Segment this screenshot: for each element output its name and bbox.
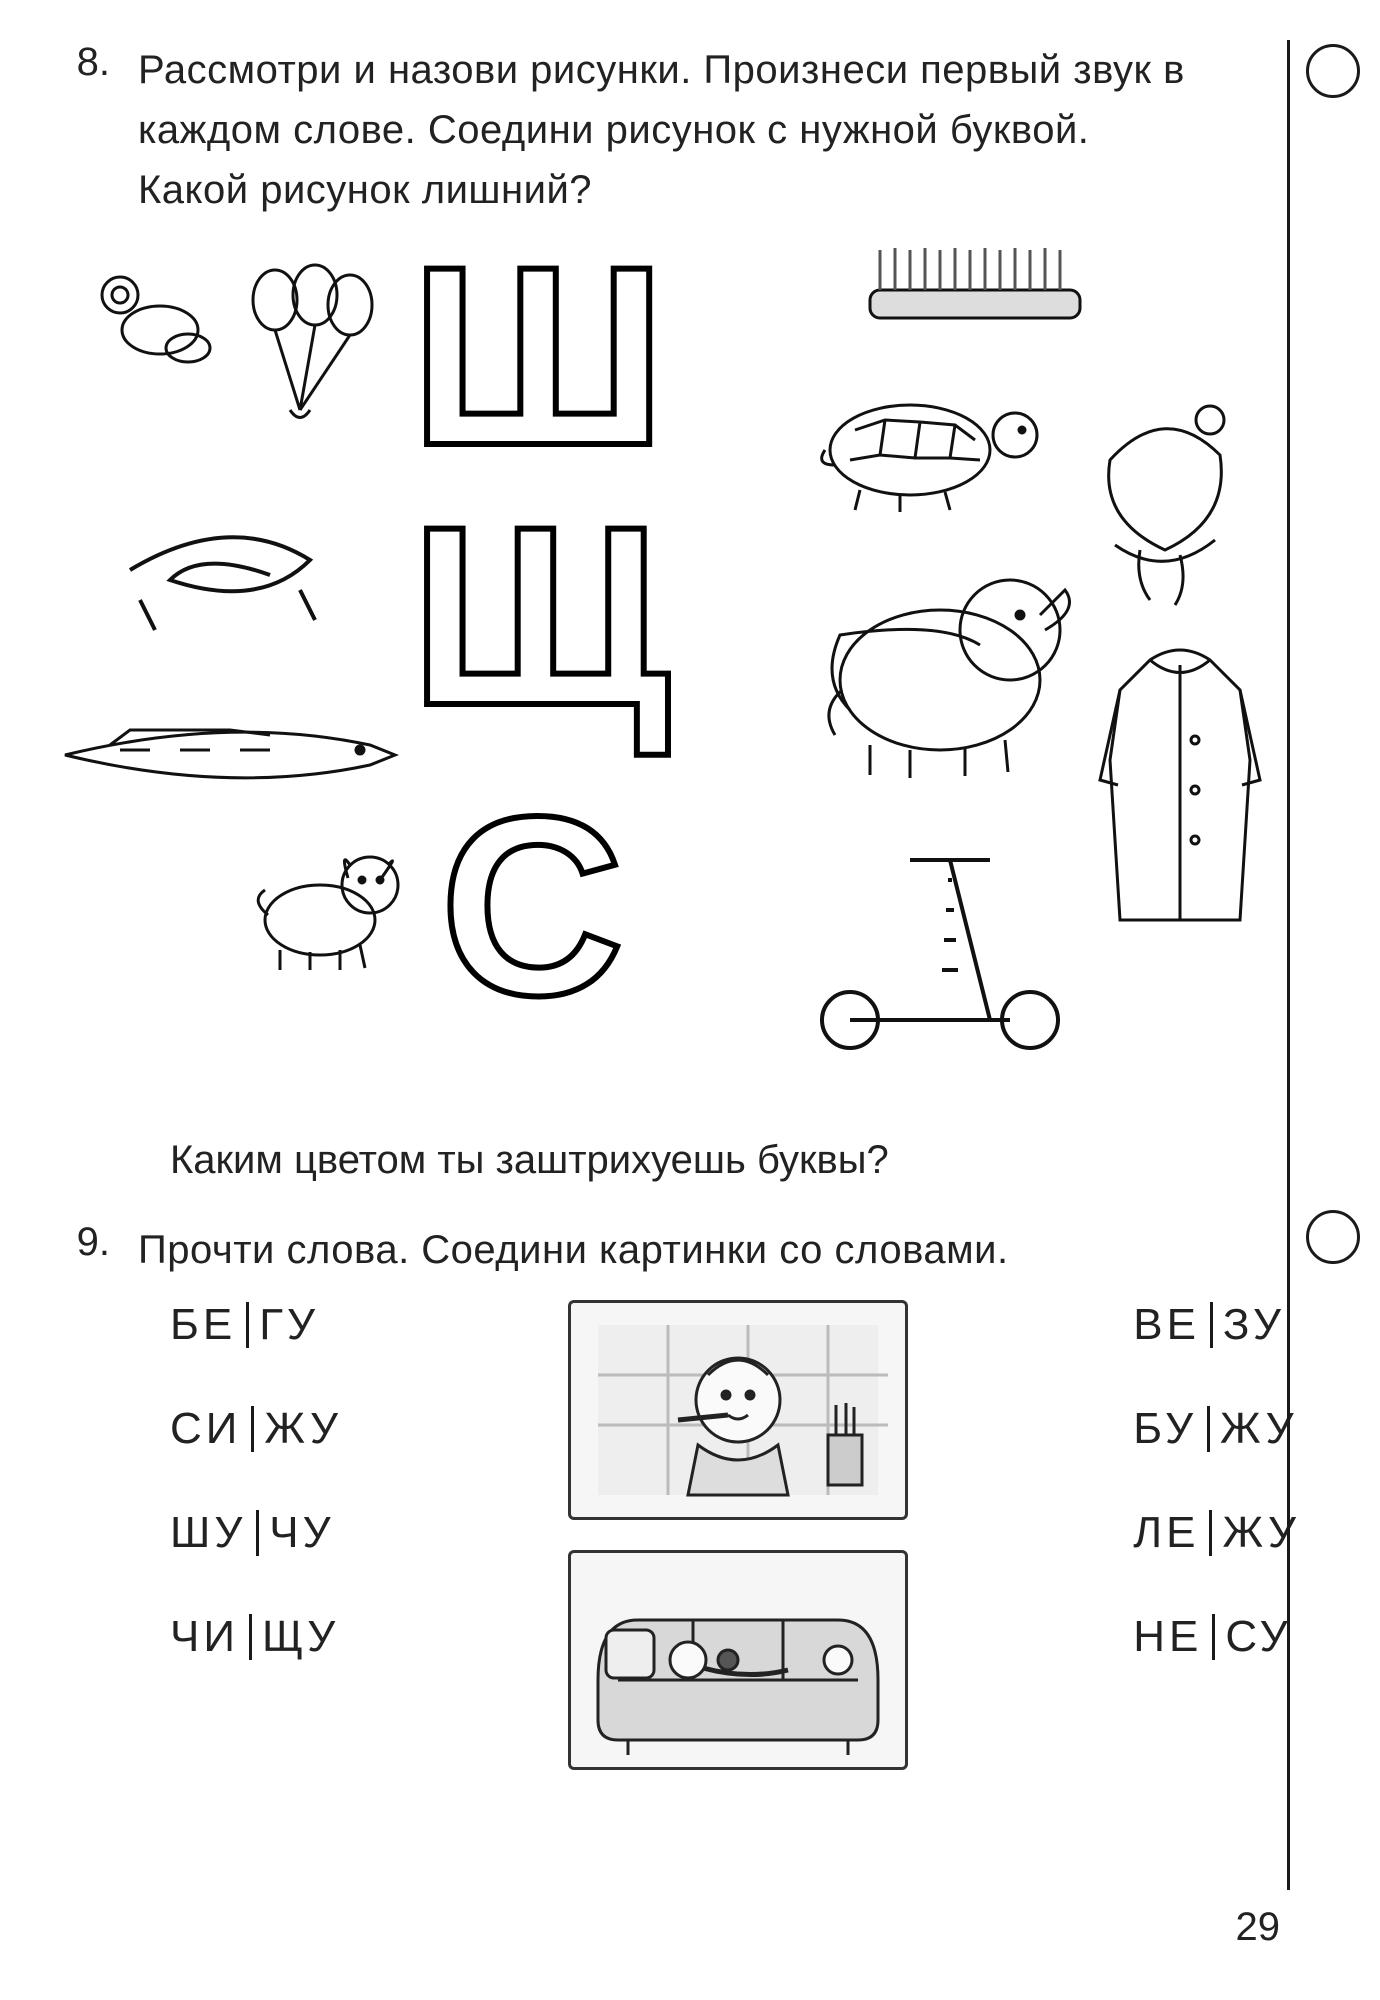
exercise-number: 8.: [60, 40, 110, 220]
pike-fish-icon: [60, 710, 400, 800]
pacifier-icon: [90, 270, 220, 380]
syllable-separator: [256, 1510, 259, 1556]
exercise-9-pictures: [372, 1300, 1103, 1770]
syllable-word: НЕСУ: [1133, 1612, 1300, 1662]
syllable-separator: [1212, 1614, 1215, 1660]
syllable-word: ВЕЗУ: [1133, 1300, 1300, 1350]
letter-shch: Щ: [410, 470, 670, 763]
page-number: 29: [1236, 1905, 1281, 1950]
rope-icon: [110, 520, 340, 640]
exercise-9-body: БЕГУ СИЖУ ШУЧУ ЧИЩУ: [170, 1300, 1300, 1770]
exercise-number: 9.: [60, 1220, 110, 1280]
brush-icon: [850, 230, 1100, 340]
letter-sh: Ш: [410, 210, 666, 503]
child-on-sofa-icon: [568, 1550, 908, 1770]
exercise-text: Рассмотри и назови рисунки. Произнеси пе…: [138, 40, 1198, 220]
exercise-8-followup: Каким цветом ты заштрихуешь буквы?: [170, 1130, 1300, 1190]
syllable-separator: [249, 1614, 252, 1660]
scooter-icon: [800, 820, 1080, 1060]
hat-icon: [1080, 400, 1250, 610]
syllable-separator: [1209, 1510, 1212, 1556]
syllable-word: СИЖУ: [170, 1404, 342, 1454]
syllable-word: ЧИЩУ: [170, 1612, 342, 1662]
boy-brushing-teeth-icon: [568, 1300, 908, 1520]
syllable-word: БУЖУ: [1133, 1404, 1300, 1454]
syllable-word: ШУЧУ: [170, 1508, 342, 1558]
syllable-word: БЕГУ: [170, 1300, 342, 1350]
turtle-icon: [800, 380, 1060, 520]
word-column-right: ВЕЗУ БУЖУ ЛЕЖУ НЕСУ: [1133, 1300, 1300, 1662]
syllable-separator: [1207, 1406, 1210, 1452]
syllable-word: ЛЕЖУ: [1133, 1508, 1300, 1558]
exercise-9: 9. Прочти слова. Соедини картинки со сло…: [60, 1220, 1300, 1280]
syllable-separator: [246, 1302, 249, 1348]
exercise-text: Прочти слова. Соедини картинки со словам…: [138, 1220, 1009, 1280]
syllable-separator: [1210, 1302, 1213, 1348]
letter-s: С: [440, 760, 624, 1053]
punch-hole: [1306, 44, 1360, 98]
balloons-icon: [240, 260, 380, 430]
punch-hole: [1306, 1210, 1360, 1264]
coat-icon: [1090, 640, 1270, 940]
elephant-icon: [780, 550, 1080, 790]
word-column-left: БЕГУ СИЖУ ШУЧУ ЧИЩУ: [170, 1300, 342, 1662]
syllable-separator: [251, 1406, 254, 1452]
exercise-8: 8. Рассмотри и назови рисунки. Произнеси…: [60, 40, 1300, 220]
puppy-icon: [230, 830, 410, 980]
exercise-8-figure: Ш Щ С: [60, 240, 1300, 1120]
